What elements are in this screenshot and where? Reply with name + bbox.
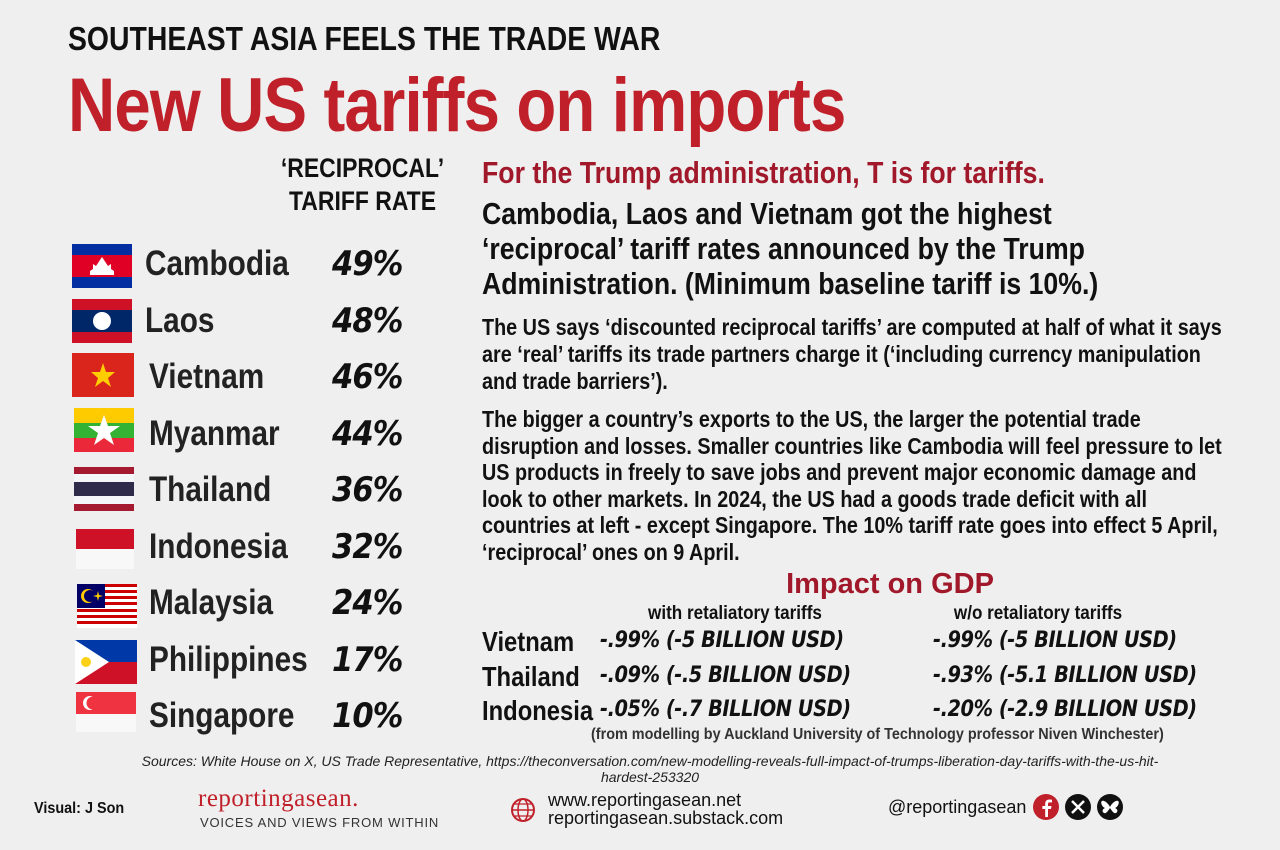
tariff-rate: 32% bbox=[332, 526, 403, 567]
tariff-rate: 46% bbox=[332, 357, 403, 397]
tariff-rate: 10% bbox=[332, 696, 403, 736]
tariff-rate: 49% bbox=[332, 244, 403, 284]
flag-laos bbox=[72, 299, 132, 343]
gdp-with-retaliation: -.99% (-5 BILLION USD) bbox=[600, 628, 844, 653]
flag-cambodia bbox=[72, 244, 132, 288]
column-header: TARIFF RATE bbox=[288, 186, 437, 216]
tariff-rate: 17% bbox=[332, 639, 403, 680]
tariff-rate: 48% bbox=[332, 300, 403, 341]
lead-paragraph: Cambodia, Laos and Vietnam got the highe… bbox=[482, 196, 1099, 301]
globe-icon bbox=[511, 798, 535, 822]
country-name: Laos bbox=[145, 300, 215, 340]
gdp-note: (from modelling by Auckland University o… bbox=[591, 726, 1164, 743]
country-name: Singapore bbox=[149, 696, 295, 735]
facebook-icon[interactable] bbox=[1033, 794, 1059, 820]
flag-thailand bbox=[74, 467, 134, 511]
paragraph: The bigger a country’s exports to the US… bbox=[482, 406, 1222, 565]
country-name: Cambodia bbox=[145, 244, 289, 283]
flags bbox=[72, 244, 137, 732]
paragraph: The US says ‘discounted reciprocal tarif… bbox=[482, 314, 1222, 394]
x-icon[interactable] bbox=[1065, 794, 1091, 820]
credit: Visual: J Son bbox=[34, 800, 125, 817]
gdp-without-retaliation: -.99% (-5 BILLION USD) bbox=[933, 628, 1177, 653]
gdp-country: Vietnam bbox=[482, 626, 575, 657]
social-icons bbox=[1033, 794, 1123, 820]
gdp-title: Impact on GDP bbox=[786, 568, 994, 600]
gdp-without-retaliation: -.20% (-2.9 BILLION USD) bbox=[933, 697, 1197, 722]
country-name: Indonesia bbox=[149, 526, 288, 566]
tariff-rate: 44% bbox=[332, 413, 403, 454]
country-name: Philippines bbox=[149, 639, 308, 679]
social-handle: @reportingasean bbox=[888, 797, 1027, 817]
website[interactable]: reportingasean.substack.com bbox=[548, 808, 784, 828]
gdp-column-header: with retaliatory tariffs bbox=[648, 603, 822, 624]
sources: Sources: White House on X, US Trade Repr… bbox=[141, 753, 1159, 785]
tagline: VOICES AND VIEWS FROM WITHIN bbox=[200, 815, 440, 830]
country-name: Myanmar bbox=[149, 413, 280, 453]
column-header: ‘RECIPROCAL’ bbox=[280, 153, 445, 183]
website[interactable]: www.reportingasean.net bbox=[548, 790, 742, 810]
gdp-with-retaliation: -.05% (-.7 BILLION USD) bbox=[600, 697, 851, 722]
kicker: SOUTHEAST ASIA FEELS THE TRADE WAR bbox=[68, 20, 661, 57]
gdp-column-header: w/o retaliatory tariffs bbox=[953, 603, 1123, 624]
title: New US tariffs on imports bbox=[68, 63, 846, 148]
logo[interactable]: reportingasean. bbox=[198, 785, 359, 812]
flag-malaysia bbox=[77, 584, 137, 628]
tariff-rate: 24% bbox=[332, 583, 403, 623]
country-name: Thailand bbox=[149, 470, 272, 509]
flag-indonesia bbox=[76, 529, 134, 569]
gdp-country: Thailand bbox=[482, 660, 580, 692]
flag-myanmar bbox=[74, 408, 134, 452]
gdp-country: Indonesia bbox=[482, 695, 594, 726]
bluesky-icon[interactable] bbox=[1097, 794, 1123, 820]
tariff-rate: 36% bbox=[332, 470, 403, 510]
gdp-with-retaliation: -.09% (-.5 BILLION USD) bbox=[600, 662, 851, 688]
gdp-without-retaliation: -.93% (-5.1 BILLION USD) bbox=[933, 662, 1197, 688]
country-name: Malaysia bbox=[149, 583, 274, 622]
flag-vietnam bbox=[72, 353, 134, 397]
country-name: Vietnam bbox=[149, 357, 265, 396]
flag-singapore bbox=[76, 692, 136, 732]
subtitle: For the Trump administration, T is for t… bbox=[482, 155, 1045, 190]
flag-philippines bbox=[75, 640, 137, 684]
